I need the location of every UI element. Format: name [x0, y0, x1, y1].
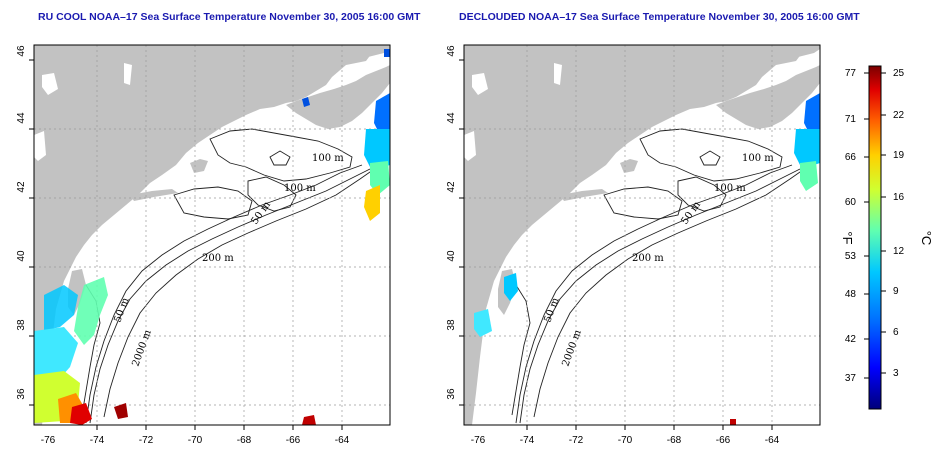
celsius-tick: 16: [893, 192, 905, 203]
y-tick-right: 44: [446, 112, 457, 124]
contour-label-200m: 200 m: [632, 253, 664, 264]
celsius-tick: 6: [893, 327, 899, 338]
celsius-tick: 3: [893, 368, 899, 379]
x-tick-left: -76: [41, 435, 56, 446]
fahrenheit-tick: 60: [845, 197, 857, 208]
fahrenheit-unit-label: °F: [840, 231, 855, 244]
x-tick-right: -64: [765, 435, 780, 446]
y-tick-left: 42: [16, 181, 27, 193]
y-tick-left: 36: [16, 388, 27, 400]
celsius-unit-label: °C: [919, 231, 934, 246]
celsius-tick: 19: [893, 150, 905, 161]
x-tick-left: -66: [286, 435, 301, 446]
axes-right: -76 -74 -72 -70 -68 -66 -64 36 38 40 42 …: [446, 45, 780, 446]
contour-label-100m-b: 100 m: [284, 183, 316, 194]
fahrenheit-tick: 37: [845, 373, 857, 384]
x-tick-left: -68: [237, 435, 252, 446]
x-tick-right: -74: [520, 435, 535, 446]
y-tick-right: 36: [446, 388, 457, 400]
celsius-tick: 25: [893, 68, 905, 79]
panel-title-right: DECLOUDED NOAA–17 Sea Surface Temperatur…: [459, 11, 860, 23]
axes-left: -76 -74 -72 -70 -68 -66 -64 36 38 40 42 …: [16, 45, 350, 446]
y-tick-left: 38: [16, 319, 27, 331]
contour-label-100m-a: 100 m: [312, 153, 344, 164]
y-tick-right: 46: [446, 45, 457, 57]
fahrenheit-tick: 48: [845, 289, 857, 300]
sst-patches-left: [34, 49, 390, 425]
x-tick-right: -68: [667, 435, 682, 446]
celsius-tick: 22: [893, 110, 905, 121]
contour-label-100m-b: 100 m: [714, 183, 746, 194]
colorbar-gradient: [868, 65, 882, 410]
fahrenheit-tick: 53: [845, 251, 857, 262]
x-tick-right: -76: [471, 435, 486, 446]
x-tick-right: -72: [569, 435, 584, 446]
x-tick-left: -64: [335, 435, 350, 446]
contour-label-200m: 200 m: [202, 253, 234, 264]
fahrenheit-tick: 66: [845, 152, 857, 163]
contour-label-100m-a: 100 m: [742, 153, 774, 164]
map-right: 100 m 100 m 50 m 200 m 50 m 2000 m: [463, 44, 821, 426]
fahrenheit-tick: 71: [845, 114, 857, 125]
sst-patches-right: [474, 93, 820, 425]
fahrenheit-tick: 77: [845, 68, 857, 79]
fahrenheit-tick: 42: [845, 334, 857, 345]
y-tick-left: 46: [16, 45, 27, 57]
celsius-tick: 9: [893, 286, 899, 297]
x-tick-left: -70: [188, 435, 203, 446]
celsius-tick: 12: [893, 246, 905, 257]
x-tick-left: -74: [90, 435, 105, 446]
panel-title-left: RU COOL NOAA–17 Sea Surface Temperature …: [38, 11, 421, 23]
x-tick-right: -70: [618, 435, 633, 446]
y-tick-right: 42: [446, 181, 457, 193]
y-tick-left: 44: [16, 112, 27, 124]
y-tick-right: 38: [446, 319, 457, 331]
map-left: 100 m 100 m 50 m 200 m 50 m 2000 m: [33, 44, 391, 426]
x-tick-left: -72: [139, 435, 154, 446]
y-tick-left: 40: [16, 250, 27, 262]
y-tick-right: 40: [446, 250, 457, 262]
colorbar: 77 71 66 60 53 48 42 37 25 22 19 16 12 9…: [840, 65, 934, 410]
x-tick-right: -66: [716, 435, 731, 446]
